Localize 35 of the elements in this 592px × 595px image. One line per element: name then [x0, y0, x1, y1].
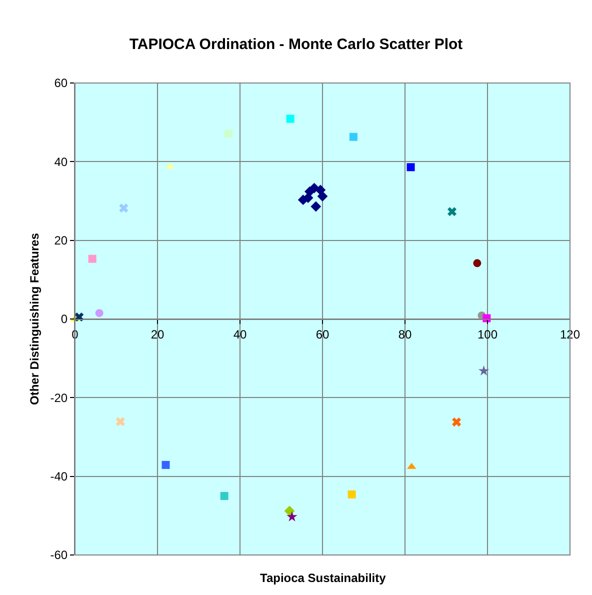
point — [286, 511, 298, 522]
point — [116, 417, 125, 426]
point — [162, 460, 170, 469]
y-tick-label: -60 — [50, 548, 68, 562]
point — [473, 259, 482, 268]
point — [448, 207, 457, 216]
x-axis-title: Tapioca Sustainability — [260, 571, 386, 585]
x-tick-label: 40 — [233, 327, 247, 342]
point — [286, 114, 294, 123]
point — [349, 132, 358, 141]
point — [452, 418, 462, 427]
point — [224, 130, 232, 138]
y-axis-title: Other Distinguishing Features — [28, 232, 42, 406]
x-tick-label: 60 — [316, 327, 330, 342]
y-tick-label: 60 — [54, 76, 68, 90]
point — [310, 201, 322, 212]
x-tick-label: 80 — [398, 327, 412, 342]
point — [95, 309, 104, 318]
point — [88, 254, 96, 263]
point — [220, 492, 228, 500]
point — [315, 184, 326, 196]
point — [406, 163, 415, 172]
point — [284, 506, 295, 516]
y-tick-label: -40 — [50, 470, 68, 484]
point — [348, 490, 356, 498]
point — [478, 365, 490, 376]
x-tick-label: 20 — [150, 327, 164, 342]
chart-title: TAPIOCA Ordination - Monte Carlo Scatter Plot — [129, 36, 463, 54]
point — [119, 204, 128, 213]
y-tick-label: -20 — [50, 390, 68, 405]
point — [317, 191, 328, 202]
y-tick-label: 20 — [54, 234, 68, 248]
y-tick-label: 0 — [60, 312, 68, 326]
x-tick-label: 100 — [477, 327, 498, 342]
y-tick-label: 40 — [54, 154, 68, 169]
